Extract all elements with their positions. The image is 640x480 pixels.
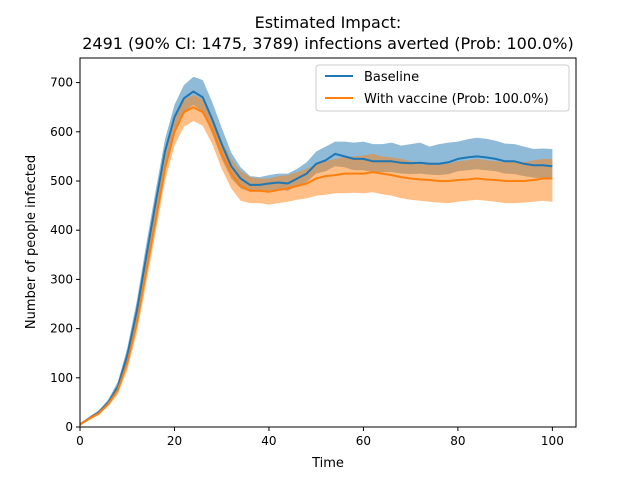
plot-area: [79, 76, 553, 426]
x-tick-label: 20: [167, 434, 182, 448]
x-tick-label: 0: [76, 434, 84, 448]
x-axis-label: Time: [311, 456, 344, 471]
y-tick-label: 200: [50, 322, 73, 336]
x-axis-ticks: 0 20 40 60 80 100: [76, 427, 564, 448]
chart-title: Estimated Impact:: [255, 13, 402, 32]
series-line-baseline: [79, 90, 553, 426]
series-line-with-vaccine-prob-100-0: [79, 106, 553, 426]
y-axis-label: Number of people infected: [24, 155, 39, 329]
plot-frame: [79, 57, 577, 428]
chart-subtitle: 2491 (90% CI: 1475, 3789) infections ave…: [82, 34, 574, 53]
legend: Baseline With vaccine (Prob: 100.0%): [315, 64, 570, 112]
legend-label-baseline: Baseline: [364, 70, 419, 85]
y-tick-label: 300: [50, 272, 73, 286]
legend-label-with-vaccine: With vaccine (Prob: 100.0%): [364, 92, 549, 107]
x-tick-label: 60: [356, 434, 371, 448]
y-tick-label: 500: [50, 174, 73, 188]
y-tick-label: 400: [50, 223, 73, 237]
y-tick-label: 700: [50, 76, 73, 90]
x-tick-label: 80: [450, 434, 465, 448]
y-axis-ticks: 0 100 200 300 400 500 600 700: [50, 76, 80, 434]
y-tick-label: 100: [50, 371, 73, 385]
legend-box: [315, 64, 570, 112]
y-tick-label: 0: [65, 420, 73, 434]
x-tick-label: 40: [261, 434, 276, 448]
ci-band-with-vaccine-prob-100-0: [80, 94, 553, 426]
y-tick-label: 600: [50, 125, 73, 139]
x-tick-label: 100: [541, 434, 564, 448]
